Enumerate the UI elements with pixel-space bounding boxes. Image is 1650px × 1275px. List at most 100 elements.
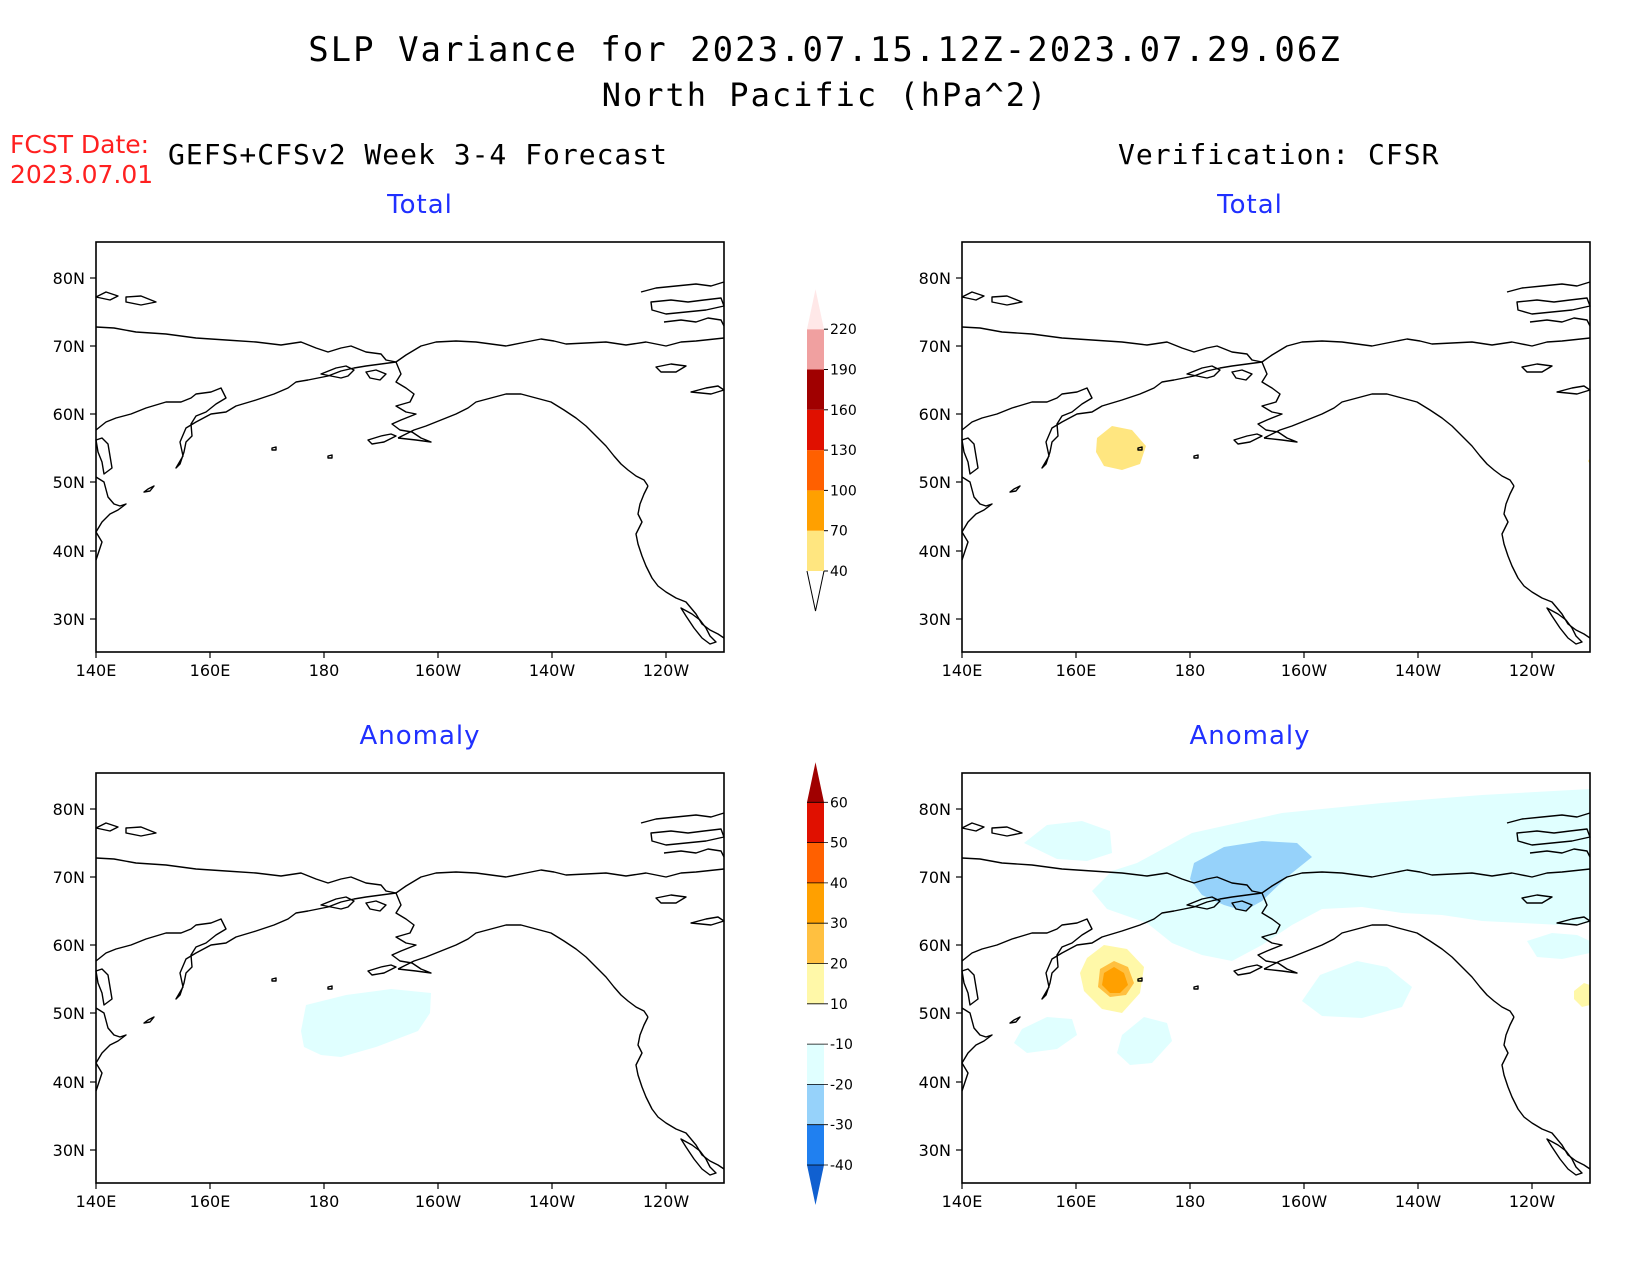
bottom-right-map-frame (961, 772, 1591, 1184)
colorbar-total-swatch (807, 409, 824, 451)
colorbar-anomaly-label: -40 (830, 1158, 853, 1174)
bottom-right-shaded-region (1574, 983, 1590, 1007)
lat-tick-label: 80N (919, 269, 951, 288)
colorbar-anomaly-swatch (807, 923, 824, 964)
colorbar-total-swatch (807, 490, 824, 531)
bottom-right-map-panel: 80N 70N 60N 50N 40N 30N 140E 160E 180 160W 140W 120… (919, 772, 1591, 1211)
bottom-right-shaded-region (1527, 933, 1590, 959)
lat-tick-label: 30N (53, 1141, 85, 1160)
bottom-right-panel-title: Anomaly (1189, 721, 1311, 751)
lat-tick-label: 40N (53, 1073, 85, 1092)
lat-tick-label: 40N (919, 1073, 951, 1092)
lat-tick-label: 70N (919, 337, 951, 356)
colorbar-anomaly-swatch (807, 802, 824, 843)
colorbar-total-upper-cap (807, 289, 824, 330)
colorbar-anomaly: -40 -30 -20 -10 10 20 30 40 50 60 (807, 762, 853, 1205)
colorbar-anomaly-label: 10 (830, 997, 848, 1013)
colorbar-total-label: 160 (830, 403, 857, 419)
lat-tick-label: 60N (919, 405, 951, 424)
bottom-right-shaded-region (1302, 961, 1412, 1018)
lat-tick-label: 40N (53, 542, 85, 561)
main-title: SLP Variance for 2023.07.15.12Z-2023.07.… (308, 30, 1342, 70)
lat-tick-label: 30N (53, 610, 85, 629)
colorbar-anomaly-swatch (807, 842, 824, 883)
lon-tick-label: 120W (643, 1192, 690, 1211)
lon-tick-label: 160W (1281, 661, 1328, 680)
colorbar-anomaly-upper-cap (807, 762, 824, 803)
top-right-panel-title: Total (1217, 190, 1283, 220)
top-left-map-panel: 80N 70N 60N 50N 40N 30N 140E 160E 180 160W 140W 120… (53, 241, 725, 680)
bottom-left-map-background (96, 773, 724, 1183)
bottom-left-map-frame (95, 772, 725, 1184)
colorbar-total-label: 190 (830, 363, 857, 379)
top-right-map-panel: 80N 70N 60N 50N 40N 30N 140E 160E 180 160W 140W 120… (919, 241, 1591, 680)
lon-tick-label: 160W (415, 661, 462, 680)
lon-tick-label: 160E (190, 661, 231, 680)
colorbar-anomaly-label: 20 (830, 957, 848, 973)
lon-tick-label: 160E (1056, 661, 1097, 680)
colorbar-anomaly-swatch (807, 882, 824, 924)
top-left-map-frame (95, 241, 725, 653)
fcst-date-label: FCST Date: (10, 130, 150, 159)
top-right-shaded-region (1096, 426, 1146, 470)
top-right-map-frame (961, 241, 1591, 653)
fcst-date-value: 2023.07.01 (10, 160, 154, 189)
bottom-left-shaded-region (301, 989, 431, 1057)
bottom-right-shaded-region (1190, 841, 1312, 911)
lon-tick-label: 140W (1395, 1192, 1442, 1211)
colorbar-total-swatch (807, 450, 824, 491)
bottom-right-shaded-region (1092, 789, 1590, 961)
lon-tick-label: 140E (942, 661, 983, 680)
lat-tick-label: 50N (53, 473, 85, 492)
colorbar-total-lower-cap (806, 570, 825, 612)
colorbar-anomaly-label: 30 (830, 916, 848, 932)
lon-tick-label: 160W (415, 1192, 462, 1211)
lon-tick-label: 160W (1281, 1192, 1328, 1211)
colorbar-anomaly-label: 50 (830, 836, 848, 852)
lon-tick-label: 180 (309, 1192, 340, 1211)
lon-tick-label: 180 (1175, 1192, 1206, 1211)
top-left-panel-title: Total (387, 190, 453, 220)
lon-tick-label: 140E (942, 1192, 983, 1211)
bottom-right-shaded-region (1014, 1017, 1077, 1053)
lat-tick-label: 60N (53, 936, 85, 955)
lon-tick-label: 160E (1056, 1192, 1097, 1211)
left-column-title: GEFS+CFSv2 Week 3-4 Forecast (168, 138, 669, 171)
colorbar-anomaly-label: -30 (830, 1118, 853, 1134)
colorbar-anomaly-swatch (807, 1044, 824, 1085)
colorbar-anomaly-swatch (807, 1084, 824, 1125)
lat-tick-label: 50N (919, 473, 951, 492)
bottom-right-shaded-region (1102, 967, 1128, 993)
colorbar-anomaly-swatch (807, 1124, 824, 1165)
lat-tick-label: 80N (53, 800, 85, 819)
colorbar-anomaly-swatch (807, 1003, 824, 1045)
colorbar-anomaly-swatch (807, 963, 824, 1004)
lon-tick-label: 160E (190, 1192, 231, 1211)
colorbar-total-label: 220 (830, 322, 857, 338)
colorbar-total-label: 40 (830, 564, 848, 580)
lon-tick-label: 120W (1509, 1192, 1556, 1211)
colorbar-anomaly-lower-cap (807, 1165, 824, 1205)
lat-tick-label: 50N (919, 1004, 951, 1023)
lat-tick-label: 30N (919, 1141, 951, 1160)
colorbar-total-label: 130 (830, 443, 857, 459)
lat-tick-label: 60N (919, 936, 951, 955)
lat-tick-label: 50N (53, 1004, 85, 1023)
bottom-left-panel-title: Anomaly (359, 721, 481, 751)
lon-tick-label: 120W (643, 661, 690, 680)
lon-tick-label: 180 (1175, 661, 1206, 680)
lat-tick-label: 60N (53, 405, 85, 424)
colorbar-anomaly-label: 40 (830, 876, 848, 892)
colorbar-total-swatch (807, 369, 824, 410)
colorbar-total-label: 70 (830, 524, 848, 540)
lat-tick-label: 30N (919, 610, 951, 629)
right-column-title: Verification: CFSR (1118, 138, 1440, 171)
lat-tick-label: 70N (53, 868, 85, 887)
colorbar-total-swatch (807, 530, 824, 571)
lon-tick-label: 120W (1509, 661, 1556, 680)
lat-tick-label: 70N (919, 868, 951, 887)
colorbar-total: 40 70 100 130 160 190 220 (806, 289, 857, 612)
main-subtitle: North Pacific (hPa^2) (601, 76, 1049, 114)
lon-tick-label: 140W (529, 1192, 576, 1211)
